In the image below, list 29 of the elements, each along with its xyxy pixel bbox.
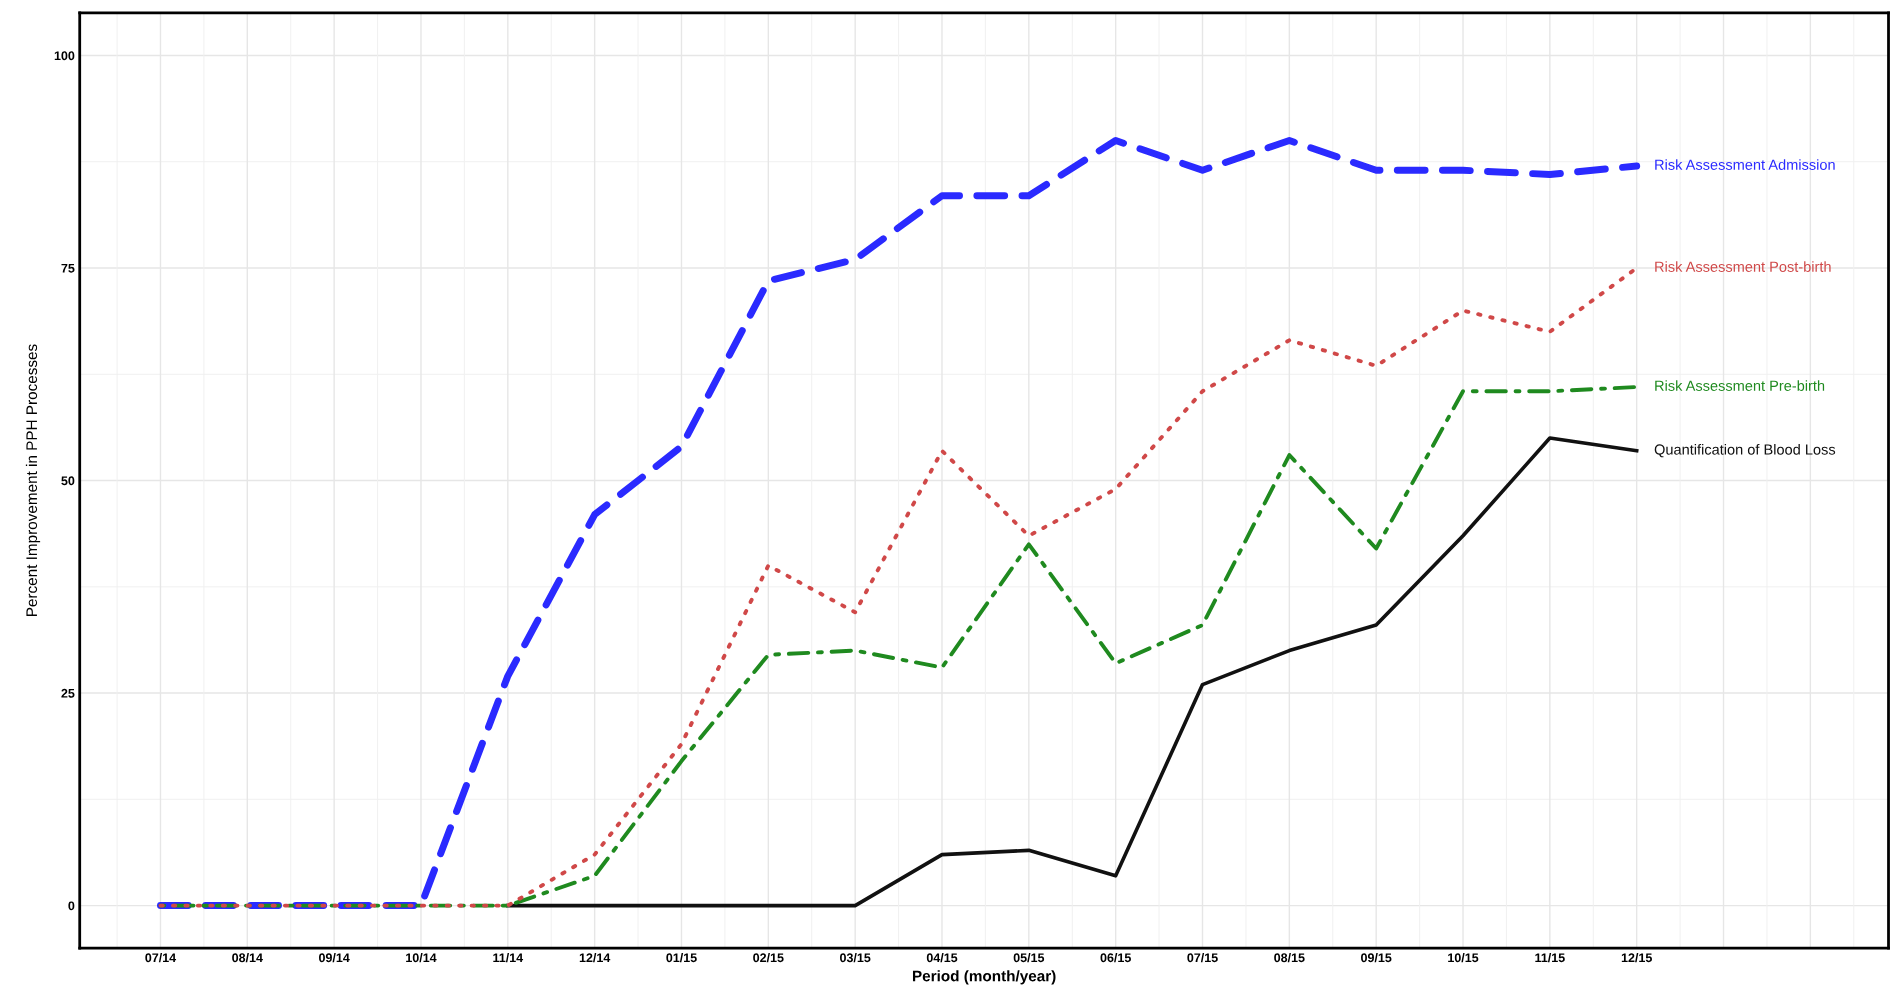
x-tick-label: 01/15	[666, 952, 697, 963]
y-axis-title: Percent Improvement in PPH Processes	[25, 344, 41, 616]
series-label: Risk Assessment Post-birth	[1655, 261, 1831, 272]
x-tick-label: 10/15	[1448, 952, 1479, 963]
x-axis-title: Period (month/year)	[912, 970, 1056, 985]
y-tick-label: 75	[61, 263, 75, 273]
x-tick-label: 09/14	[319, 952, 350, 963]
x-tick-label: 03/15	[840, 952, 871, 963]
x-tick-label: 07/14	[145, 952, 177, 963]
y-tick-label: 0	[68, 901, 75, 911]
x-tick-label: 11/14	[493, 952, 524, 963]
x-tick-label: 09/15	[1361, 952, 1392, 963]
x-tick-label: 12/14	[579, 952, 611, 963]
x-tick-label: 08/15	[1274, 952, 1305, 963]
y-tick-label: 25	[61, 688, 75, 698]
x-tick-label: 02/15	[753, 952, 784, 963]
x-tick-label: 06/15	[1100, 952, 1131, 963]
x-tick-label: 11/15	[1535, 952, 1565, 963]
x-tick-label: 05/15	[1013, 952, 1045, 963]
y-tick-label: 100	[54, 51, 75, 61]
series-label: Quantification of Blood Loss	[1654, 443, 1836, 458]
x-tick-label: 07/15	[1187, 952, 1218, 963]
x-tick-label: 10/14	[406, 952, 437, 963]
x-tick-label: 12/15	[1621, 952, 1652, 963]
series-label: Risk Assessment Pre-birth	[1655, 380, 1825, 391]
x-tick-label: 08/14	[232, 952, 263, 963]
y-tick-label: 50	[61, 476, 75, 486]
series-label: Risk Assessment Admission	[1655, 159, 1835, 170]
x-tick-label: 04/15	[926, 952, 958, 963]
